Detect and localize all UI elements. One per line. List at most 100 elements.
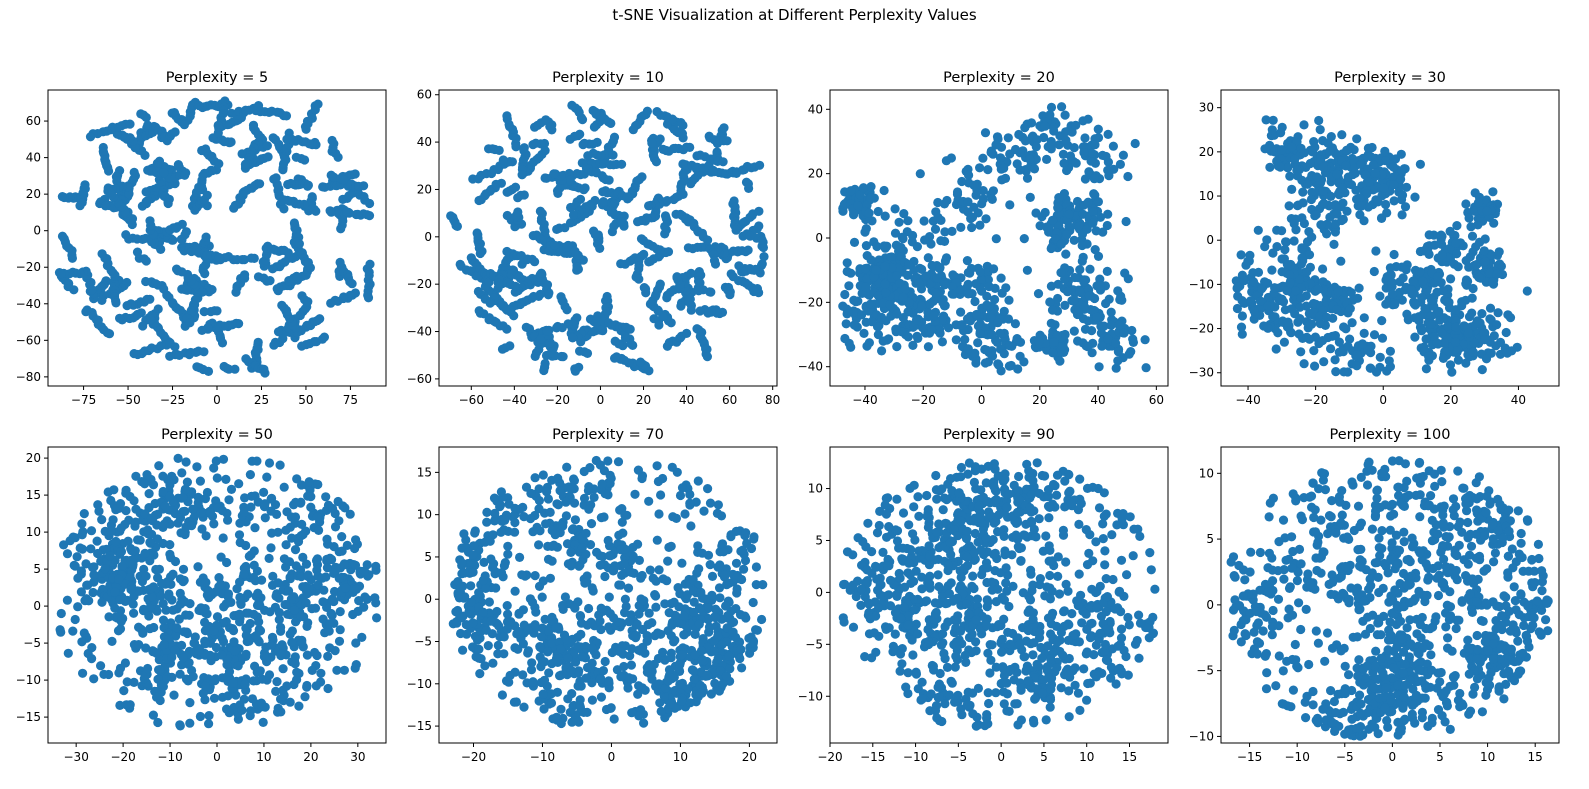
scatter-point [169,690,179,700]
scatter-point [842,258,852,268]
scatter-point [57,192,67,202]
scatter-point [917,301,927,311]
scatter-point [755,160,765,170]
scatter-point [1092,312,1102,322]
scatter-point [1083,197,1093,207]
scatter-point [283,179,293,190]
scatter-point [114,668,124,678]
scatter-panel: Perplexity = 10−60 −40 −20 0 20 40 60 80−60−40−… [407,70,781,407]
scatter-point [1287,184,1297,194]
scatter-point [56,608,66,619]
scatter-point [877,346,887,356]
scatter-point [1461,358,1471,368]
x-tick-label: −50 [115,393,140,407]
scatter-point [1426,295,1437,305]
scatter-point [1467,293,1477,303]
scatter-point [957,320,967,330]
scatter-point [1420,303,1430,314]
scatter-point [502,187,512,197]
scatter-point [565,175,575,185]
scatter-point [269,340,279,350]
scatter-point [908,230,918,241]
scatter-point [328,503,338,514]
scatter-point [229,203,239,213]
scatter-point [1294,329,1304,339]
scatter-point [226,597,236,608]
scatter-point [1488,187,1498,197]
scatter-point [1062,229,1072,240]
scatter-point [1064,209,1074,219]
scatter-point [55,625,65,635]
scatter-point [1310,142,1320,152]
scatter-point [589,226,599,236]
scatter-point [257,575,267,585]
scatter-point [1331,367,1341,377]
scatter-point [988,186,999,196]
scatter-point [652,107,662,117]
scatter-point [936,215,946,225]
scatter-point [1385,346,1395,356]
scatter-point [1304,334,1315,344]
scatter-point [1303,179,1313,189]
scatter-point [1069,143,1079,153]
scatter-point [999,349,1009,359]
scatter-point [1421,334,1431,344]
scatter-point [1285,278,1295,288]
scatter-point [234,479,244,489]
scatter-point [327,594,337,604]
scatter-point [647,138,657,148]
y-tick-label: −40 [798,360,823,374]
scatter-point [1477,365,1487,375]
scatter-point [1343,341,1353,351]
scatter-point [1461,279,1471,289]
scatter-point [262,141,272,151]
scatter-point [1432,272,1443,282]
scatter-point [265,607,275,617]
scatter-point [134,640,144,650]
scatter-point [1389,196,1399,206]
scatter-point [1396,149,1406,159]
scatter-point [124,189,134,199]
scatter-point [68,626,78,636]
scatter-point [92,536,102,546]
scatter-point [1387,289,1398,299]
x-tick-label: 0 [1379,393,1387,407]
scatter-point [79,508,89,519]
scatter-point [752,284,763,294]
y-tick-label: 0 [1206,233,1214,247]
scatter-point [1048,348,1058,358]
scatter-point [943,323,954,333]
scatter-point [927,325,937,335]
axes-frame [438,89,778,387]
y-tick-label: −40 [16,297,41,311]
scatter-point [332,665,342,675]
scatter-point [1380,156,1391,166]
scatter-point [1236,322,1247,332]
scatter-point [246,253,256,263]
scatter-point [981,214,991,224]
scatter-point [900,284,910,294]
scatter-point [149,622,159,633]
scatter-point [1022,265,1032,275]
scatter-point [1113,286,1123,296]
scatter-point [634,274,644,284]
scatter-point [498,155,508,165]
scatter-point [142,470,152,480]
scatter-point [1311,210,1321,220]
scatter-point [1075,265,1085,275]
scatter-point [1118,150,1128,160]
scatter-point [1305,319,1316,329]
scatter-point [1262,235,1272,245]
scatter-point [510,281,521,291]
scatter-point [975,267,985,277]
scatter-point [200,494,210,504]
x-tick-label: 20 [1443,393,1458,407]
scatter-point [223,515,233,525]
scatter-point [281,525,291,535]
scatter-point [1361,170,1371,180]
scatter-point [141,256,151,266]
scatter-point [1302,267,1312,277]
scatter-point [1352,361,1362,371]
x-tick-label: −40 [1235,393,1260,407]
scatter-point [1045,110,1055,120]
